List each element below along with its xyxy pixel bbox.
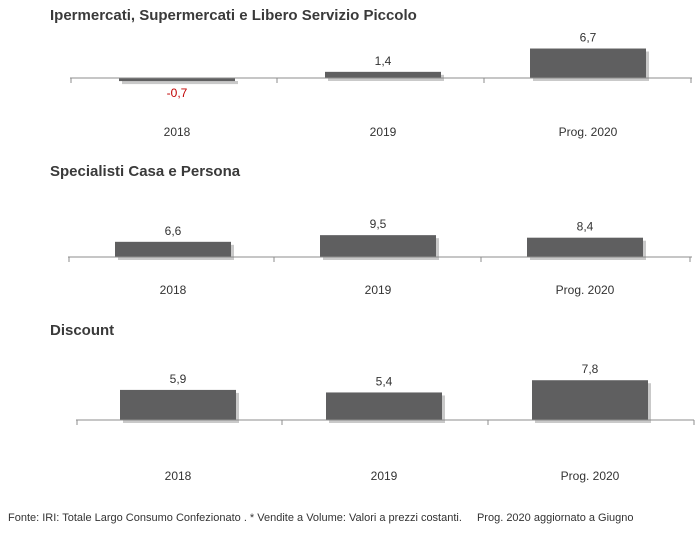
data-label: 7,8 — [582, 362, 599, 376]
category-label: 2019 — [371, 469, 398, 483]
chart-footer: Fonte: IRI: Totale Largo Consumo Confezi… — [8, 512, 634, 524]
chart-title-specialisti: Specialisti Casa e Persona — [50, 163, 241, 180]
bar-prog.-2020 — [530, 48, 646, 78]
bar-prog.-2020 — [527, 237, 643, 257]
category-label: 2019 — [365, 283, 392, 297]
category-label: Prog. 2020 — [556, 283, 615, 297]
bar-chart-ipermercati: -0,7 2018 1,4 2019 6,7 Prog. 2020 — [70, 31, 692, 139]
bar-2019 — [325, 71, 441, 78]
chart-title-discount: Discount — [50, 322, 115, 339]
data-label: 6,7 — [580, 31, 597, 45]
chart-title-ipermercati: Ipermercati, Supermercati e Libero Servi… — [50, 7, 417, 24]
category-label: 2018 — [165, 469, 192, 483]
category-label: Prog. 2020 — [561, 469, 620, 483]
category-label: 2018 — [160, 283, 187, 297]
bar-shadow — [122, 81, 238, 85]
bar-chart-discount: 5,9 2018 5,4 2019 7,8 Prog. 2020 — [76, 362, 695, 483]
bar-chart-specialisti: 6,6 2018 9,5 2019 8,4 Prog. 2020 — [68, 217, 692, 297]
data-label: 1,4 — [375, 54, 392, 68]
bar-2018 — [119, 78, 235, 82]
category-label: 2019 — [370, 125, 397, 139]
category-label: 2018 — [164, 125, 191, 139]
data-label: 6,6 — [165, 224, 182, 238]
bar-2018 — [115, 241, 231, 257]
data-label: -0,7 — [167, 86, 188, 100]
bar-2019 — [320, 235, 436, 257]
bar-2018 — [120, 389, 236, 420]
data-label: 5,9 — [170, 372, 187, 386]
category-label: Prog. 2020 — [559, 125, 618, 139]
update-note: Prog. 2020 aggiornato a Giugno — [476, 512, 634, 524]
data-label: 9,5 — [370, 217, 387, 231]
bar-2019 — [326, 392, 442, 420]
data-label: 8,4 — [577, 220, 594, 234]
data-label: 5,4 — [376, 374, 393, 388]
source-note: Fonte: IRI: Totale Largo Consumo Confezi… — [8, 512, 462, 524]
bar-prog.-2020 — [532, 380, 648, 420]
